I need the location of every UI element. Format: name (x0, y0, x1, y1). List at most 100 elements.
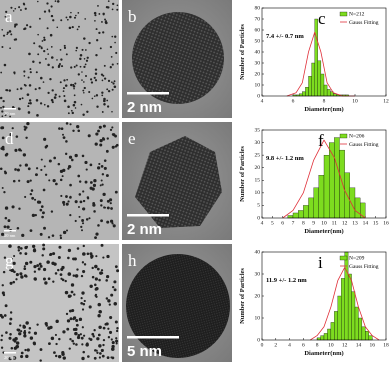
particle (86, 252, 90, 256)
legend-swatch (339, 133, 348, 139)
histogram-bar (316, 337, 321, 341)
particle (110, 56, 113, 58)
particle (90, 81, 94, 84)
particle (81, 356, 85, 361)
particle (99, 199, 103, 203)
particle (103, 97, 106, 101)
particle (69, 123, 72, 126)
y-tick-label: 0 (257, 93, 260, 99)
particle (70, 11, 72, 14)
particle (31, 213, 36, 217)
particle (115, 337, 118, 340)
particle (29, 260, 33, 264)
particle (74, 153, 78, 158)
panel-label: g (5, 251, 14, 270)
histogram-bar (361, 326, 366, 341)
particle (90, 256, 93, 259)
particle (28, 99, 32, 102)
particle (47, 91, 50, 95)
particle (56, 26, 59, 29)
particle (29, 25, 32, 28)
particle (2, 293, 6, 297)
particle (69, 183, 72, 187)
particle (77, 129, 81, 133)
particle (24, 163, 28, 167)
particle (26, 93, 30, 96)
particle (100, 204, 103, 207)
particle (69, 214, 72, 217)
histogram-bar (317, 60, 322, 97)
particle (101, 354, 105, 358)
particle (132, 12, 224, 104)
particle (86, 110, 89, 114)
x-tick-label: 4 (261, 220, 264, 226)
particle (111, 126, 114, 129)
particle (6, 31, 9, 34)
particle (105, 174, 109, 178)
particle (72, 328, 76, 331)
y-axis-label: Number of Particles (239, 24, 246, 80)
particle (33, 331, 38, 335)
particle (98, 325, 102, 330)
x-tick-label: 12 (342, 220, 348, 226)
particle (38, 17, 41, 20)
particle (91, 332, 95, 336)
particle (14, 168, 17, 171)
particle (94, 236, 97, 240)
particle (114, 190, 118, 194)
particle (63, 94, 66, 97)
particle (39, 102, 43, 105)
particle (17, 245, 21, 249)
particle (83, 86, 86, 90)
particle (2, 34, 6, 37)
particle (13, 38, 16, 41)
particle (39, 76, 43, 80)
particle (74, 107, 77, 109)
particle (102, 74, 105, 77)
particle (68, 26, 72, 30)
particle (115, 329, 119, 333)
particle (93, 76, 96, 79)
panel-label: f (318, 131, 324, 150)
particle (72, 85, 76, 88)
particle (84, 18, 87, 20)
particle (9, 333, 12, 336)
particle (79, 65, 82, 68)
particle (76, 335, 81, 340)
particle (62, 200, 66, 205)
particle (5, 89, 8, 92)
particle (46, 48, 49, 51)
particle (93, 329, 96, 332)
particle (10, 6, 13, 9)
particle (115, 342, 118, 345)
particle (29, 336, 34, 340)
particle (0, 167, 3, 171)
particle (82, 302, 86, 306)
particle (52, 280, 55, 283)
particle (62, 90, 65, 92)
particle (8, 336, 12, 340)
particle (12, 179, 16, 183)
particle (94, 79, 98, 82)
particle (9, 47, 11, 50)
particle (94, 277, 98, 281)
particle (1, 126, 5, 130)
particle (108, 330, 113, 334)
particle (95, 28, 98, 31)
scale-bar-label: 20 nm (4, 111, 16, 116)
x-tick-label: 10 (352, 98, 358, 104)
particle (58, 63, 61, 66)
x-tick-label: 14 (363, 220, 369, 226)
particle (50, 45, 53, 48)
particle (41, 40, 44, 42)
particle (31, 196, 35, 200)
particle (94, 14, 97, 17)
particle (8, 30, 12, 33)
particle (1, 28, 4, 31)
particle (77, 73, 80, 76)
particle (110, 338, 113, 341)
particle (48, 342, 51, 346)
particle (74, 200, 78, 204)
particle (36, 264, 40, 267)
